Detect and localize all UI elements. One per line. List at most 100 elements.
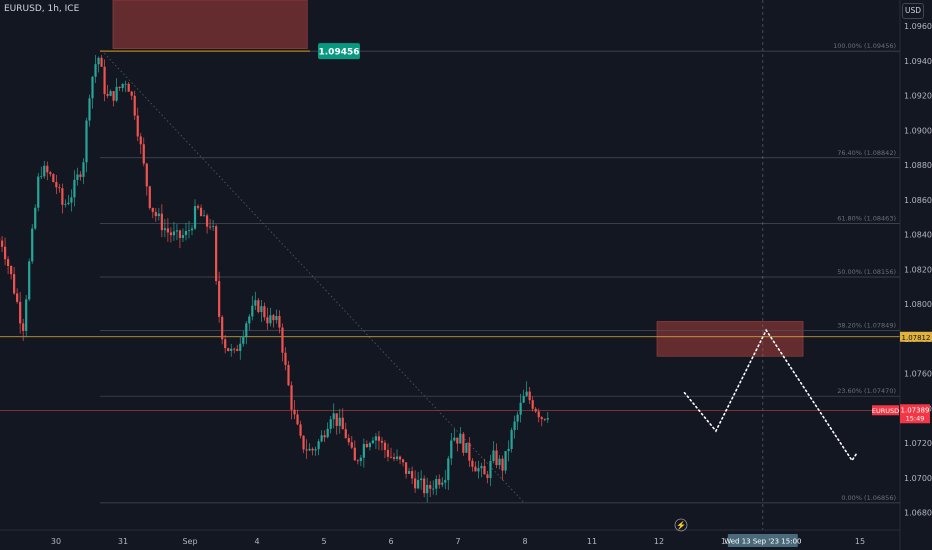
candle-body (380, 440, 384, 443)
candle-body (423, 478, 426, 494)
candle-body (202, 215, 206, 217)
candle-body (209, 226, 212, 228)
candle-body (498, 458, 501, 466)
candle-body (483, 466, 486, 475)
candle-body (305, 449, 308, 451)
candle-body (320, 435, 323, 442)
candle-body (489, 460, 492, 479)
last-price-label: 1.07389 (901, 406, 930, 414)
candle-body (187, 230, 191, 232)
x-tick-label-4: 5 (321, 537, 326, 546)
candle-body (275, 315, 278, 321)
candle-body (287, 364, 290, 386)
candle-body (525, 391, 528, 396)
candle-body (248, 316, 251, 324)
candle-body (335, 413, 338, 426)
y-tick-label-14: 1.06800 (904, 509, 932, 518)
x-tick-label-2: Sep (182, 537, 197, 546)
candle-body (266, 317, 269, 324)
candle-body (284, 352, 287, 365)
y-tick-label-1: 1.09400 (904, 57, 932, 66)
x-tick-label-5: 6 (388, 537, 393, 546)
candle-body (501, 458, 504, 471)
candle-body (16, 293, 19, 302)
candle-body (386, 449, 390, 457)
y-tick-label-6: 1.08400 (904, 231, 932, 240)
candle-body (34, 207, 37, 229)
candle-body (218, 281, 221, 317)
candle-body (531, 400, 534, 409)
candle-body (317, 441, 320, 450)
candle-body (239, 343, 242, 351)
candle-body (139, 136, 142, 145)
candle-body (302, 435, 305, 450)
y-tick-label-7: 1.08200 (904, 265, 932, 274)
candle-body (242, 336, 245, 344)
candle-body (347, 438, 350, 443)
x-tick-label-10: 13 (721, 537, 731, 546)
candle-body (61, 188, 64, 205)
candle-body (480, 466, 483, 469)
x-tick-label-8: 11 (587, 537, 597, 546)
x-tick-label-0: 30 (51, 537, 61, 546)
y-tick-label-2: 1.09200 (904, 92, 932, 101)
candle-body (55, 182, 58, 188)
candle-body (172, 231, 176, 236)
candle-body (414, 478, 417, 489)
candle-body (398, 456, 402, 460)
candle-body (224, 339, 227, 349)
candle-body (438, 479, 441, 485)
candle-body (507, 448, 510, 452)
candle-body (540, 417, 543, 420)
x-tick-label-1: 31 (118, 537, 128, 546)
candle-body (350, 442, 353, 448)
candle-body (230, 348, 233, 352)
candle-body (130, 91, 133, 96)
candle-body (64, 203, 67, 205)
candle-body (3, 246, 7, 260)
symbol-title: EURUSD, 1h, ICE (4, 4, 80, 14)
candle-body (356, 460, 359, 462)
candle-body (190, 228, 194, 231)
candle-body (193, 206, 197, 229)
candle-body (468, 443, 471, 461)
candle-body (205, 215, 209, 227)
level-price-label: 1.07812 (902, 334, 931, 342)
candle-body (212, 226, 215, 228)
candle-body (459, 433, 462, 444)
candle-body (420, 478, 423, 481)
candle-body (91, 76, 94, 99)
candle-body (121, 83, 124, 89)
candle-body (314, 449, 317, 451)
candle-body (323, 435, 326, 438)
currency-button[interactable]: USD (902, 3, 924, 19)
x-tick-label-7: 8 (522, 537, 527, 546)
candle-body (263, 306, 266, 318)
fib-trend-line (101, 50, 524, 503)
candle-body (389, 456, 393, 458)
candle-body (374, 436, 378, 441)
candle-body (338, 417, 341, 426)
y-tick-label-5: 1.08600 (904, 196, 932, 205)
y-tick-label-4: 1.08800 (904, 161, 932, 170)
candle-body (368, 443, 371, 448)
y-tick-label-13: 1.07000 (904, 474, 932, 483)
candle-body (184, 231, 188, 236)
high-price-label: 1.09456 (319, 48, 360, 58)
candle-body (362, 443, 365, 458)
candle-body (432, 488, 435, 490)
last-price-badge (900, 404, 930, 424)
candle-body (19, 301, 22, 324)
candle-body (251, 305, 254, 317)
candle-body (88, 98, 91, 121)
candle-body (407, 471, 411, 474)
candle-body (136, 115, 139, 137)
candle-body (109, 91, 112, 96)
candle-body (486, 474, 489, 479)
level-price-badge (900, 331, 932, 342)
candle-body (254, 300, 257, 306)
candle-body (13, 274, 16, 294)
candle-body (178, 230, 182, 238)
candle-body (492, 450, 495, 461)
